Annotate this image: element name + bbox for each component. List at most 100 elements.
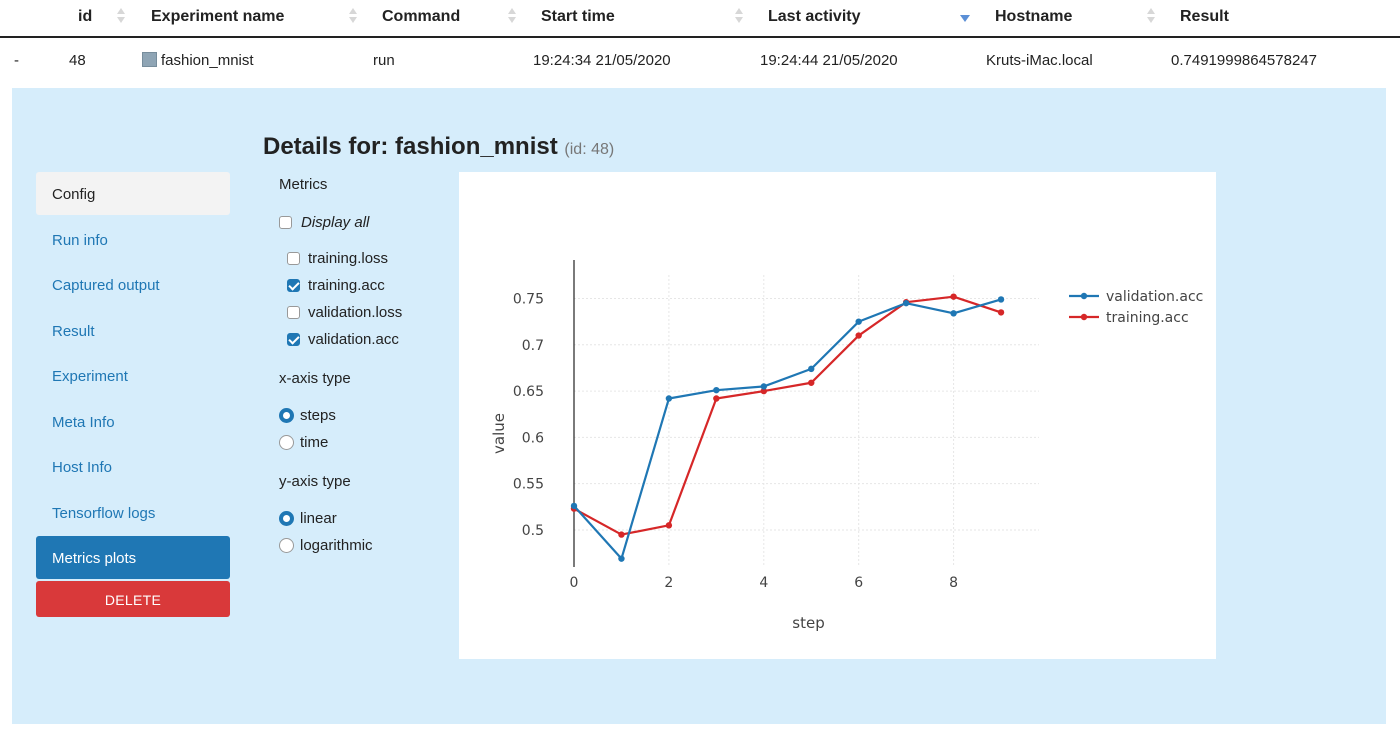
y-tick-label: 0.6 (522, 430, 544, 446)
y-tick-label: 0.65 (513, 384, 544, 400)
metric-label-training-acc[interactable]: training.acc (308, 277, 385, 294)
data-point-validation-acc (997, 296, 1005, 303)
legend-marker (1080, 292, 1088, 300)
data-point-validation-acc (760, 383, 767, 390)
y-tick-label: 0.5 (522, 523, 544, 539)
page-title: Details for: fashion_mnist (id: 48) (263, 133, 615, 160)
y-tick-label: 0.55 (513, 477, 544, 493)
experiment-id-label: (id: 48) (564, 141, 615, 158)
data-point-training-acc (618, 531, 625, 538)
display-all-label[interactable]: Display all (301, 214, 370, 231)
experiment-color-swatch (142, 52, 157, 67)
cell-command: run (373, 52, 395, 69)
cell-id: 48 (69, 52, 86, 69)
sidebar-item-result[interactable]: Result (52, 323, 95, 340)
sort-icon[interactable] (116, 7, 126, 25)
data-point-training-acc (855, 332, 862, 339)
chart-series (570, 293, 1005, 562)
column-header-command[interactable]: Command (382, 8, 461, 25)
column-header-last-activity[interactable]: Last activity (768, 8, 861, 25)
sort-icon[interactable] (734, 7, 744, 25)
metric-label-validation-acc[interactable]: validation.acc (308, 331, 399, 348)
x-axis-radio-time[interactable] (279, 435, 294, 450)
cell-last-activity: 19:24:44 21/05/2020 (760, 52, 898, 69)
metric-label-validation-loss[interactable]: validation.loss (308, 304, 403, 321)
metrics-plot[interactable]: 0.5 0.55 0.6 0.65 0.7 0.75 0 2 4 6 8 validation.ac… (459, 172, 1216, 659)
metric-label-training-loss[interactable]: training.loss (308, 250, 389, 267)
x-axis-label: step (792, 614, 824, 632)
y-tick-label: 0.7 (522, 338, 544, 354)
display-all-checkbox[interactable] (279, 216, 292, 229)
metric-checkbox-validation-loss[interactable] (287, 306, 300, 319)
metrics-heading: Metrics (279, 176, 328, 193)
sidebar-item-meta-info[interactable]: Meta Info (52, 414, 115, 431)
data-point-training-acc (997, 309, 1005, 316)
column-header-hostname[interactable]: Hostname (995, 8, 1073, 25)
sort-icon[interactable] (348, 7, 358, 25)
data-point-training-acc (760, 387, 767, 395)
metric-checkbox-training-acc[interactable] (287, 279, 300, 292)
cell-result: 0.7491999864578247 (1171, 52, 1317, 69)
data-point-training-acc (665, 522, 673, 529)
y-axis-type-heading: y-axis type (279, 473, 351, 490)
sort-descending-icon[interactable] (960, 15, 970, 22)
x-tick-label: 0 (570, 575, 579, 591)
x-tick-label: 8 (949, 575, 958, 591)
collapse-toggle[interactable]: - (14, 52, 19, 69)
data-point-validation-acc (713, 386, 720, 394)
sidebar-item-run-info[interactable]: Run info (52, 232, 108, 249)
column-header-start-time[interactable]: Start time (541, 8, 615, 25)
sidebar-item-experiment[interactable]: Experiment (52, 368, 128, 385)
x-tick-label: 4 (759, 575, 768, 591)
data-point-validation-acc (618, 555, 625, 562)
y-axis-label-linear[interactable]: linear (300, 510, 337, 527)
series-line-validation-acc (573, 298, 1002, 560)
sort-icon[interactable] (1146, 7, 1156, 25)
y-axis-label-logarithmic[interactable]: logarithmic (300, 537, 373, 554)
column-header-experiment-name[interactable]: Experiment name (151, 8, 285, 25)
cell-experiment-name: fashion_mnist (161, 52, 254, 69)
sidebar-item-metrics-plots[interactable]: Metrics plots (36, 536, 230, 579)
chart-grid (573, 260, 1039, 567)
sidebar-item-captured-output[interactable]: Captured output (52, 277, 160, 294)
table-row[interactable]: - 48 fashion_mnist run 19:24:34 21/05/20… (0, 40, 1400, 80)
data-point-validation-acc (902, 299, 910, 307)
y-axis-radio-linear[interactable] (279, 511, 294, 526)
series-line-training-acc (573, 295, 1002, 536)
column-header-result[interactable]: Result (1180, 8, 1229, 25)
data-point-validation-acc (808, 365, 815, 373)
data-point-validation-acc (665, 395, 673, 402)
sidebar-item-config[interactable]: Config (36, 172, 230, 215)
data-point-training-acc (808, 379, 815, 386)
column-header-id[interactable]: id (78, 8, 93, 25)
chart-legend[interactable]: validation.acc training.acc (1069, 289, 1203, 326)
metric-checkbox-training-loss[interactable] (287, 252, 300, 265)
x-axis-radio-steps[interactable] (279, 408, 294, 423)
y-tick-label: 0.75 (513, 292, 544, 308)
data-point-validation-acc (570, 502, 578, 510)
data-point-training-acc (950, 293, 957, 300)
delete-button[interactable]: DELETE (36, 581, 230, 617)
x-axis-label-steps[interactable]: steps (300, 407, 336, 424)
data-point-validation-acc (855, 318, 862, 325)
y-axis-label: value (490, 413, 508, 454)
metric-checkbox-validation-acc[interactable] (287, 333, 300, 346)
x-tick-label: 2 (664, 575, 673, 591)
legend-label: validation.acc (1106, 289, 1203, 305)
sidebar-item-host-info[interactable]: Host Info (52, 459, 113, 476)
x-axis-label-time[interactable]: time (300, 434, 329, 451)
x-axis-type-heading: x-axis type (279, 370, 351, 387)
data-point-validation-acc (950, 310, 957, 317)
table-header: id Experiment name Command Start time La… (0, 0, 1400, 38)
x-tick-label: 6 (854, 575, 863, 591)
sort-icon[interactable] (507, 7, 517, 25)
legend-marker (1080, 313, 1088, 321)
chart-tick-labels: 0.5 0.55 0.6 0.65 0.7 0.75 0 2 4 6 8 (513, 292, 958, 591)
y-axis-radio-logarithmic[interactable] (279, 538, 294, 553)
cell-hostname: Kruts-iMac.local (986, 52, 1093, 69)
data-point-training-acc (713, 395, 720, 402)
legend-label: training.acc (1106, 310, 1189, 326)
metrics-line-chart[interactable]: 0.5 0.55 0.6 0.65 0.7 0.75 0 2 4 6 8 validation.ac… (459, 172, 1216, 659)
sidebar-item-tensorflow-logs[interactable]: Tensorflow logs (52, 505, 156, 522)
cell-start-time: 19:24:34 21/05/2020 (533, 52, 671, 69)
